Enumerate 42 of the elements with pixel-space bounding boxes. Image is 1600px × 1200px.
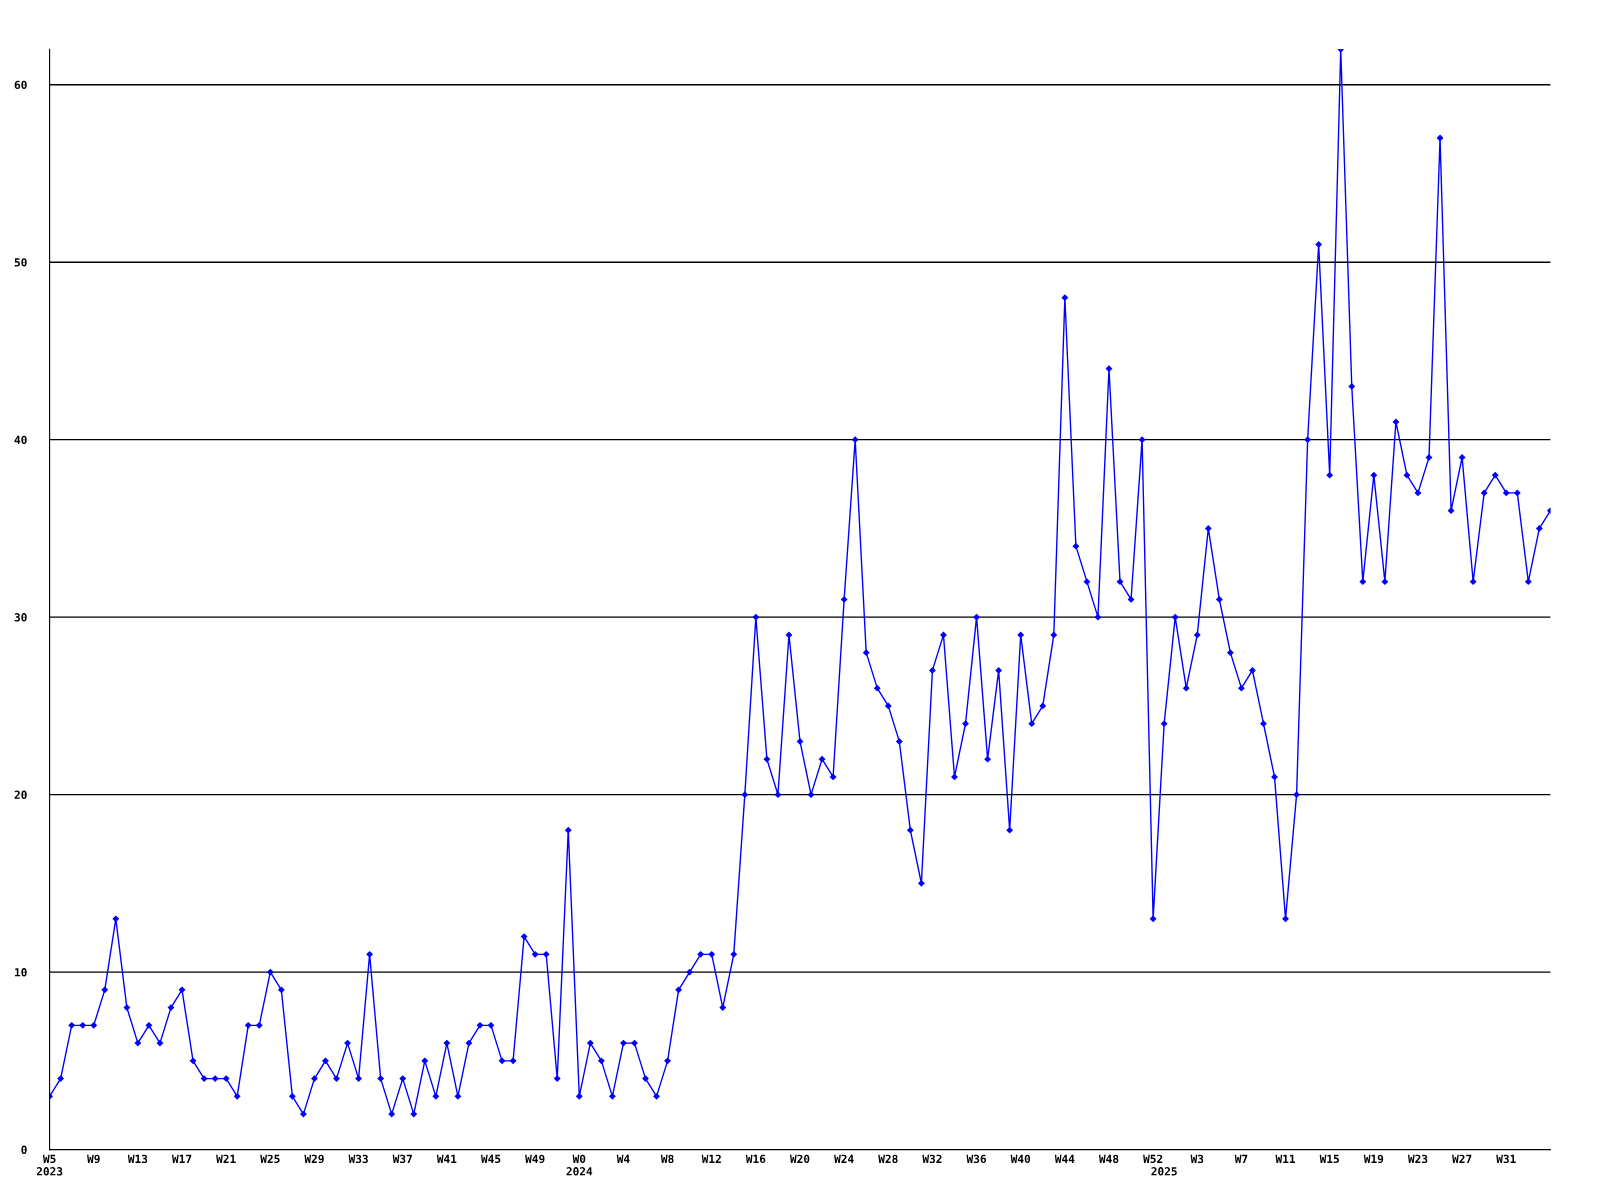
x-tick-label: W4	[616, 1154, 630, 1163]
x-tick-label: W24	[834, 1154, 854, 1163]
x-tick-label: 2025	[1151, 1167, 1177, 1176]
x-tick-label: W37	[392, 1154, 412, 1164]
x-tick-label: W33	[348, 1154, 368, 1164]
x-tick-label: W40	[1010, 1154, 1031, 1164]
x-tick-label: W36	[966, 1154, 986, 1164]
x-tick-label: W7	[1234, 1154, 1248, 1163]
x-tick-label: W52	[1143, 1154, 1163, 1164]
y-tick-label: 20	[14, 790, 27, 800]
x-tick-label: W28	[878, 1154, 898, 1164]
x-tick-label: W49	[525, 1154, 545, 1164]
x-tick-label: W27	[1452, 1154, 1472, 1163]
x-tick-label: W32	[922, 1154, 942, 1164]
x-tick-label: W31	[1496, 1154, 1516, 1164]
x-tick-label: W21	[216, 1154, 236, 1163]
x-tick-label: W15	[1319, 1154, 1339, 1164]
y-tick-label: 60	[14, 80, 27, 90]
x-tick-label: W20	[789, 1154, 810, 1164]
y-tick-label: 0	[21, 1145, 27, 1154]
y-tick-label: 30	[14, 613, 27, 622]
x-tick-label: W23	[1407, 1154, 1428, 1164]
x-tick-label: W41	[436, 1154, 457, 1163]
x-tick-label: W12	[701, 1154, 721, 1163]
x-tick-label: W5 2023	[36, 1154, 63, 1176]
x-tick-label: W44	[1054, 1154, 1075, 1163]
x-tick-label: W8	[660, 1154, 674, 1164]
x-tick-label: W3	[1190, 1154, 1204, 1164]
x-tick-label: W11	[1275, 1154, 1296, 1163]
x-tick-label: W13	[127, 1154, 148, 1164]
x-tick-label: W17	[171, 1154, 192, 1163]
y-tick-label: 50	[14, 258, 27, 267]
x-tick-label: W45	[480, 1154, 501, 1164]
y-tick-label: 10	[15, 968, 27, 977]
x-tick-label: W16	[745, 1154, 766, 1164]
x-tick-label: W25	[260, 1154, 280, 1164]
x-tick-label: W29	[304, 1154, 324, 1164]
x-tick-label: W0 2024	[566, 1154, 593, 1176]
y-tick-label: 40	[14, 435, 27, 445]
x-tick-label: W9	[87, 1154, 100, 1164]
x-tick-label: W48	[1098, 1154, 1119, 1164]
x-tick-label: W19	[1363, 1154, 1384, 1164]
